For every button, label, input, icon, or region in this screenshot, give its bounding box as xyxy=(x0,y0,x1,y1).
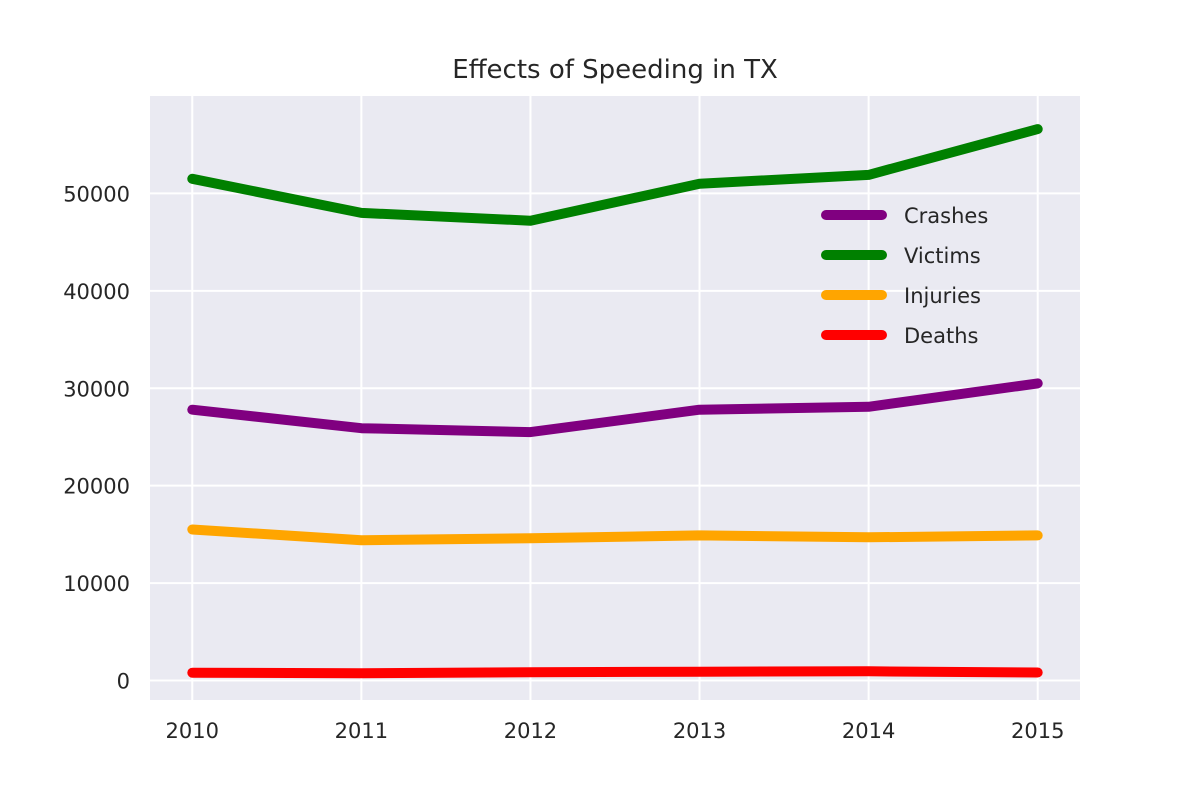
x-tick-label: 2015 xyxy=(1011,719,1064,743)
chart-title: Effects of Speeding in TX xyxy=(452,55,778,85)
y-tick-label: 10000 xyxy=(63,572,130,596)
x-tick-label: 2011 xyxy=(335,719,388,743)
series-line-injuries xyxy=(187,524,1043,546)
y-tick-label: 40000 xyxy=(63,280,130,304)
legend-label: Crashes xyxy=(904,204,988,228)
legend-label: Injuries xyxy=(904,284,981,308)
y-tick-label: 30000 xyxy=(63,377,130,401)
legend-label: Deaths xyxy=(904,324,978,348)
x-tick-label: 2014 xyxy=(842,719,895,743)
tick-labels: 2010 2011 2012 2013 2014 2015 0 10000 20000 30000… xyxy=(63,182,1064,743)
series-line-deaths xyxy=(187,666,1043,679)
legend: Crashes Victims Injuries Deaths xyxy=(821,204,988,348)
legend-label: Victims xyxy=(904,244,981,268)
grid xyxy=(150,96,1080,700)
x-tick-label: 2012 xyxy=(504,719,557,743)
y-tick-label: 20000 xyxy=(63,475,130,499)
series-line-victims xyxy=(187,124,1043,226)
y-tick-label: 0 xyxy=(117,670,130,694)
x-tick-label: 2013 xyxy=(673,719,726,743)
series-line-crashes xyxy=(187,378,1043,438)
series-lines xyxy=(187,124,1043,679)
y-tick-label: 50000 xyxy=(63,182,130,206)
x-tick-label: 2010 xyxy=(166,719,219,743)
